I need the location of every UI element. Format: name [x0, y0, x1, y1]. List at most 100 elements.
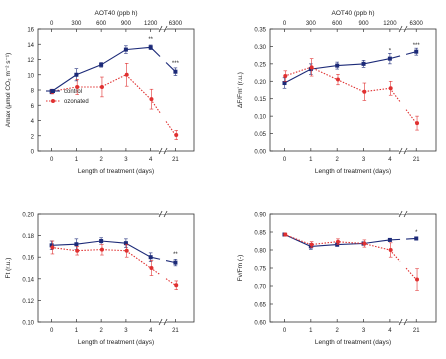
- data-point: [75, 84, 80, 89]
- x-tick-label: 0: [50, 328, 54, 334]
- data-point: [388, 86, 393, 91]
- y-tick-label: 0.15: [254, 97, 266, 103]
- y-tick-label: 0.12: [22, 299, 34, 305]
- significance-marker: **: [173, 252, 178, 258]
- axis-break-mark: [163, 25, 168, 33]
- top-tick-label: 0: [50, 21, 54, 27]
- x-axis-label: Length of treatment (days): [78, 339, 154, 346]
- data-point: [124, 248, 129, 253]
- data-point: [124, 72, 129, 77]
- top-tick-label: 900: [359, 21, 370, 27]
- series-line: [389, 249, 401, 262]
- data-point: [99, 239, 104, 243]
- data-point: [148, 255, 153, 260]
- data-point: [99, 62, 104, 67]
- series-ozonated: [50, 240, 179, 290]
- x-tick-label: 2: [99, 157, 103, 163]
- x-tick-label: 4: [149, 157, 153, 163]
- data-point: [415, 121, 420, 126]
- top-tick-label: 6300: [169, 21, 183, 27]
- data-point: [149, 97, 154, 102]
- axis-break-mark: [163, 318, 168, 326]
- axis-break-mark: [163, 210, 168, 218]
- axis-break-mark: [158, 318, 163, 326]
- x-tick-label: 1: [75, 328, 79, 334]
- top-axis-label: AOT40 (ppb h): [332, 10, 375, 17]
- data-point: [99, 84, 104, 89]
- axis-break-mark: [403, 25, 408, 33]
- series-ozonated: [283, 232, 420, 291]
- x-tick-label: 21: [413, 328, 420, 334]
- plot-frame: [269, 213, 437, 323]
- x-tick-label: 21: [172, 157, 179, 163]
- data-point: [414, 49, 419, 54]
- data-point: [283, 232, 288, 237]
- data-point: [335, 77, 340, 82]
- axis-break-mark: [163, 147, 168, 155]
- data-point: [362, 241, 367, 246]
- y-tick-label: 0.10: [22, 321, 34, 327]
- data-point: [415, 277, 420, 282]
- series-line: [150, 98, 161, 114]
- series-line: [405, 267, 417, 280]
- data-point: [148, 45, 153, 50]
- data-point: [335, 63, 340, 68]
- series-line: [51, 46, 151, 92]
- data-point: [99, 247, 104, 252]
- y-tick-label: 0.75: [254, 267, 266, 273]
- top-tick-label: 0: [283, 21, 287, 27]
- data-point: [173, 260, 178, 265]
- axis-break-mark: [398, 318, 403, 326]
- x-tick-label: 0: [283, 157, 287, 163]
- y-tick-label: 0.14: [22, 277, 34, 283]
- y-tick-label: 0.10: [254, 115, 266, 121]
- data-point: [123, 241, 128, 246]
- data-point: [282, 81, 287, 86]
- x-tick-label: 4: [388, 157, 392, 163]
- x-tick-label: 4: [388, 328, 392, 334]
- data-point: [387, 237, 392, 242]
- top-tick-label: 6300: [410, 21, 424, 27]
- y-tick-label: 0.70: [254, 285, 266, 291]
- y-tick-label: 0.90: [254, 213, 266, 219]
- data-point: [174, 132, 179, 137]
- top-axis-label: AOT40 (ppb h): [95, 10, 138, 17]
- series-control: [282, 47, 419, 89]
- x-tick-label: 0: [50, 157, 54, 163]
- data-point: [309, 242, 314, 247]
- chart-panel-4: 0.60 0.65 0.70 0.75 0.80 0.85 0.90 0 1 2 3 4 21 Lengt…: [237, 210, 437, 346]
- axis-break-mark: [398, 147, 403, 155]
- series-line: [51, 246, 152, 269]
- y-tick-label: 14: [27, 43, 34, 49]
- y-tick-label: 0.20: [254, 80, 266, 86]
- y-tick-label: 2: [31, 134, 35, 140]
- legend-label: ozonated: [64, 99, 89, 105]
- data-point: [309, 65, 314, 70]
- y-tick-label: 0.25: [254, 62, 266, 68]
- x-tick-label: 2: [336, 157, 340, 163]
- series-line: [405, 109, 417, 124]
- data-point: [74, 242, 79, 247]
- x-tick-label: 2: [336, 328, 340, 334]
- axis-break-mark: [403, 318, 408, 326]
- axis-break-mark: [403, 147, 408, 155]
- series-control: [49, 44, 178, 95]
- data-point: [361, 61, 366, 66]
- y-tick-label: 0.00: [254, 150, 266, 156]
- y-tick-label: 0.65: [254, 303, 266, 309]
- y-tick-label: 6: [31, 104, 35, 110]
- significance-marker: *: [415, 230, 418, 236]
- series-line: [165, 278, 176, 286]
- data-point: [387, 56, 392, 61]
- x-tick-label: 3: [362, 328, 366, 334]
- y-tick-label: 10: [27, 73, 34, 79]
- axis-break-mark: [158, 210, 163, 218]
- plot-frame: [37, 213, 195, 323]
- x-tick-label: 3: [124, 157, 128, 163]
- x-tick-label: 3: [124, 328, 128, 334]
- significance-marker: *: [389, 48, 392, 54]
- x-axis-label: Length of treatment (days): [315, 168, 391, 175]
- data-point: [50, 245, 55, 250]
- x-tick-label: 1: [309, 328, 313, 334]
